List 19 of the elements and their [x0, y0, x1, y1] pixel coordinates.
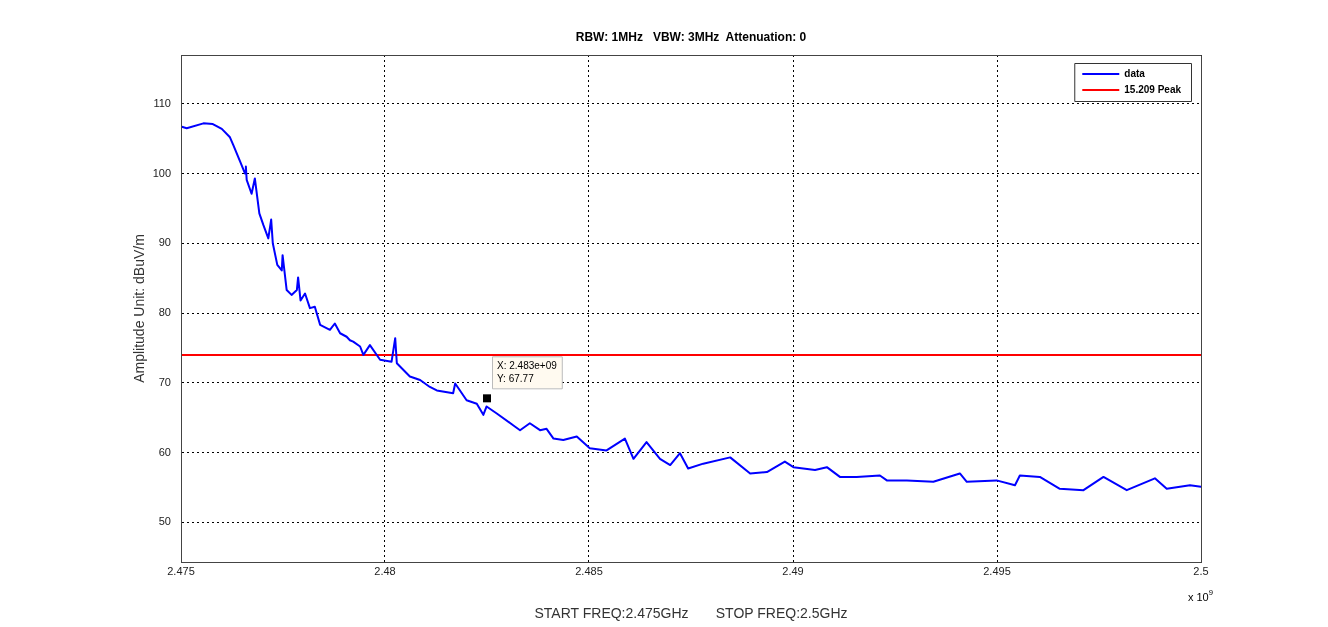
legend-label: 15.209 Peak: [1124, 83, 1182, 95]
legend-label: data: [1124, 67, 1146, 79]
annotation: X: 2.483e+09 Y: 67.77: [497, 360, 558, 385]
y-axis-title: Amplitude Unit: dBuV/m: [131, 234, 148, 383]
y-tick-label: 70: [158, 375, 171, 388]
x-tick-label: 2.5: [1193, 564, 1209, 577]
y-tick-label: 60: [158, 445, 171, 458]
chart-title: RBW: 1MHz VBW: 3MHz Attenuation: 0: [575, 30, 807, 45]
x-axis-title: START FREQ:2.475GHz STOP FREQ:2.5GHz: [534, 605, 848, 622]
x-tick-label: 2.485: [575, 564, 603, 577]
x-tick-label: 2.495: [983, 564, 1011, 577]
x-tick-label: 2.49: [782, 564, 804, 577]
y-tick-label: 100: [152, 166, 171, 179]
y-tick-label: 80: [158, 306, 171, 319]
y-tick-label: 90: [158, 236, 171, 249]
x-tick-label: 2.48: [374, 564, 396, 577]
y-tick-label: 50: [158, 515, 171, 528]
x-tick-label: 2.475: [167, 564, 195, 577]
y-tick-label: 110: [153, 96, 171, 109]
